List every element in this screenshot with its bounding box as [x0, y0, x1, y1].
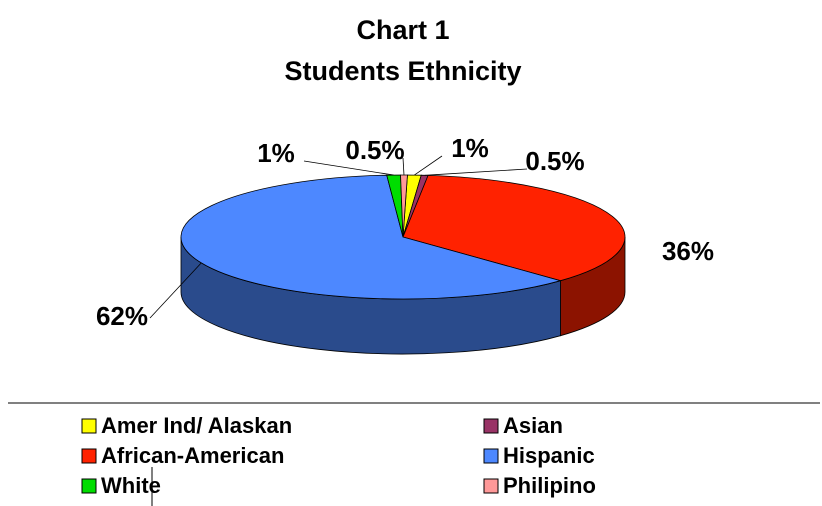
legend-swatch — [81, 418, 97, 434]
slice — [402, 174, 626, 282]
leader-line — [303, 160, 394, 176]
legend-label: African-American — [101, 443, 284, 468]
value-label: 1% — [257, 138, 295, 168]
legend-label: Amer Ind/ Alaskan — [101, 413, 292, 438]
slice — [180, 174, 562, 300]
legend-label: Asian — [503, 413, 563, 438]
chart-subtitle: Students Ethnicity — [284, 56, 521, 86]
legend-label: White — [101, 473, 161, 498]
leader-line — [402, 157, 405, 176]
legend-swatch — [81, 478, 97, 494]
legend-swatch — [81, 448, 97, 464]
value-label: 36% — [662, 236, 714, 266]
legend-swatch — [483, 478, 499, 494]
leader-line — [424, 168, 528, 176]
legend-label: Philipino — [503, 473, 596, 498]
legend-swatch — [483, 448, 499, 464]
value-label: 1% — [451, 133, 489, 163]
value-label: 0.5% — [345, 135, 404, 165]
leader-line — [414, 155, 443, 176]
value-label: 0.5% — [525, 146, 584, 176]
value-label: 62% — [96, 301, 148, 331]
leader-line — [149, 262, 202, 319]
legend-label: Hispanic — [503, 443, 595, 468]
chart-title: Chart 1 — [356, 15, 449, 45]
legend-swatch — [483, 418, 499, 434]
